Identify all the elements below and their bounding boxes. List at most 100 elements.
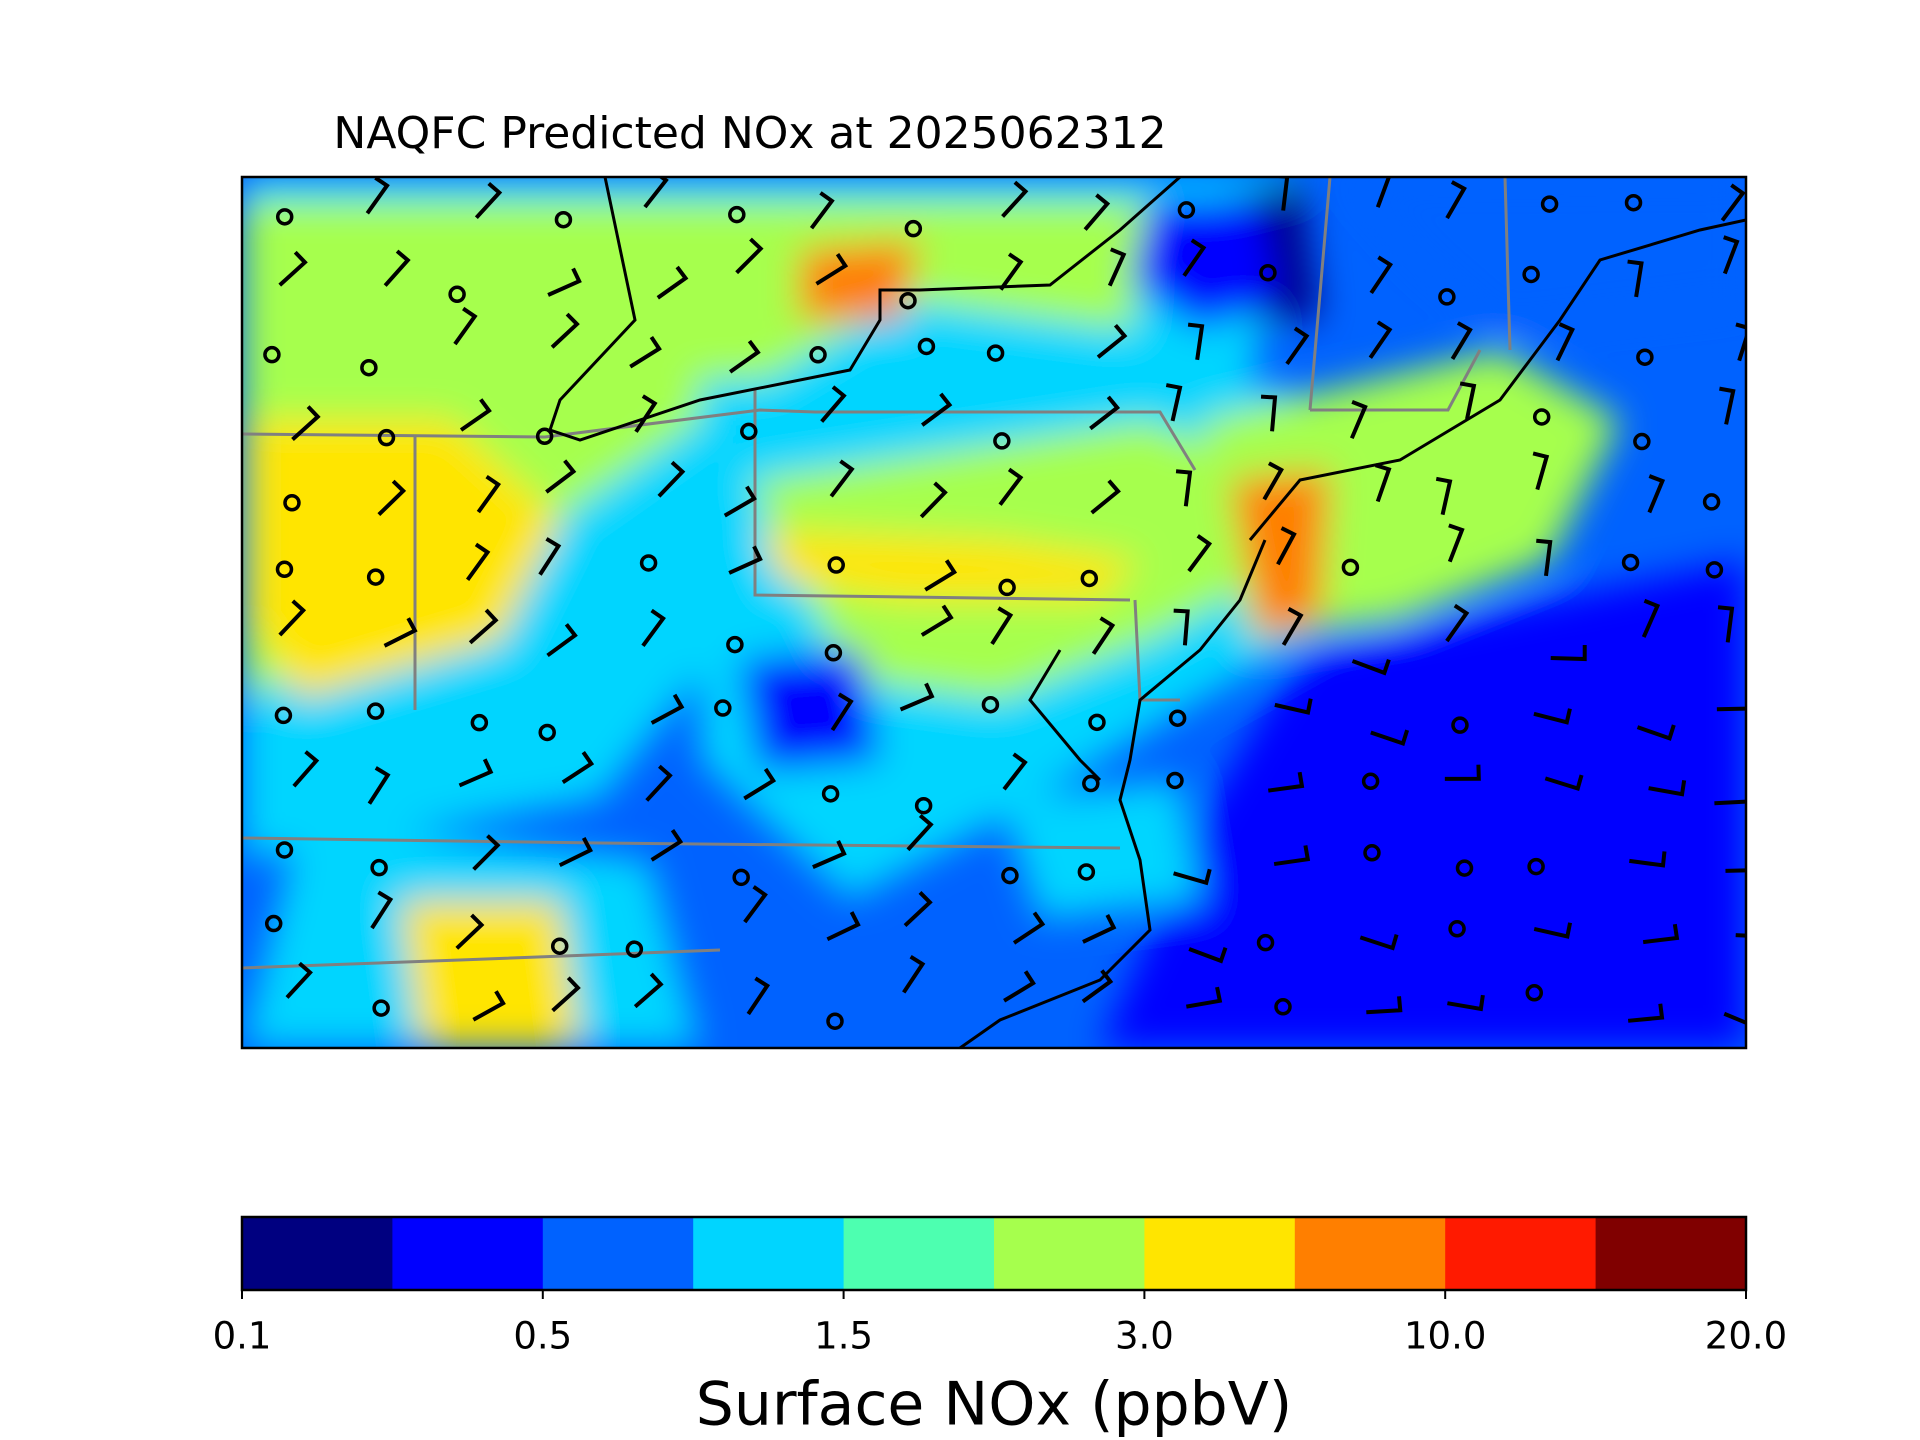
wind-barb bbox=[1359, 934, 1399, 951]
station bbox=[740, 422, 758, 441]
wind-barb bbox=[1090, 479, 1121, 515]
wind-barb bbox=[550, 312, 580, 349]
station bbox=[264, 914, 283, 933]
wind-barb bbox=[728, 339, 761, 374]
wind-barb bbox=[476, 474, 502, 514]
station bbox=[998, 578, 1016, 597]
station bbox=[1527, 857, 1545, 876]
colorbar-tick-label: 20.0 bbox=[1705, 1315, 1787, 1358]
wind-barb bbox=[998, 467, 1024, 506]
wind-barb bbox=[383, 249, 411, 287]
wind-barb bbox=[1647, 474, 1666, 514]
wind-barb bbox=[1003, 970, 1036, 1003]
wind-barb bbox=[1273, 845, 1311, 867]
wind-barb bbox=[919, 481, 948, 519]
wind-barb bbox=[474, 181, 503, 220]
station bbox=[809, 346, 827, 364]
station bbox=[981, 695, 1000, 714]
wind-barb bbox=[1533, 708, 1572, 725]
wind-barb bbox=[657, 460, 686, 498]
station bbox=[283, 494, 301, 512]
colorbar-bin bbox=[242, 1217, 393, 1290]
station bbox=[1168, 709, 1187, 727]
colorbar-tick-label: 0.5 bbox=[513, 1315, 572, 1358]
colorbar-bin bbox=[994, 1217, 1145, 1290]
station bbox=[550, 937, 569, 955]
wind-barb bbox=[633, 972, 664, 1009]
station bbox=[1525, 984, 1544, 1002]
wind-barb bbox=[278, 599, 307, 637]
wind-barb bbox=[1351, 659, 1391, 676]
station bbox=[1705, 561, 1724, 579]
wind-barb bbox=[999, 252, 1024, 291]
wind-barb bbox=[1267, 771, 1305, 793]
station bbox=[1522, 265, 1540, 284]
station bbox=[728, 205, 746, 224]
wind-barb bbox=[1536, 538, 1553, 577]
wind-barb bbox=[1187, 534, 1213, 573]
wind-barb bbox=[990, 606, 1014, 646]
wind-barb bbox=[920, 604, 954, 637]
colorbar-bin bbox=[843, 1217, 995, 1290]
wind-barb bbox=[1173, 608, 1190, 646]
wind-barb bbox=[1185, 986, 1223, 1009]
wind-barb bbox=[365, 177, 390, 215]
station bbox=[1088, 713, 1106, 732]
station bbox=[993, 432, 1011, 450]
station bbox=[917, 337, 936, 356]
wind-barb bbox=[1447, 994, 1485, 1012]
station bbox=[377, 428, 396, 447]
wind-barb bbox=[1627, 259, 1644, 298]
colorbar-frame bbox=[240, 1215, 1748, 1292]
wind-barb bbox=[634, 394, 658, 433]
station bbox=[1455, 859, 1474, 877]
wind-barb bbox=[1187, 322, 1205, 361]
wind-barb bbox=[1717, 605, 1735, 643]
wind-barb bbox=[1096, 323, 1128, 359]
wind-barb bbox=[1550, 645, 1587, 662]
colorbar-tick-label: 10.0 bbox=[1404, 1315, 1486, 1358]
wind-barb bbox=[829, 459, 855, 498]
wind-barb bbox=[830, 692, 854, 732]
colorbar-bin bbox=[392, 1217, 544, 1290]
wind-barb bbox=[1173, 868, 1212, 886]
wind-barb bbox=[906, 813, 934, 852]
wind-barb bbox=[1435, 476, 1453, 516]
wind-barb bbox=[561, 751, 595, 784]
station bbox=[1259, 263, 1277, 282]
wind-barb bbox=[472, 990, 506, 1022]
wind-barb bbox=[921, 392, 953, 427]
station bbox=[1341, 558, 1360, 577]
wind-barb bbox=[1450, 321, 1473, 360]
station bbox=[1451, 716, 1469, 734]
wind-barb bbox=[278, 250, 308, 287]
station bbox=[1256, 933, 1275, 952]
colorbar-tick-label: 3.0 bbox=[1115, 1315, 1174, 1358]
station bbox=[1001, 866, 1019, 885]
station bbox=[263, 345, 281, 364]
station bbox=[1082, 774, 1100, 793]
wind-barb bbox=[1641, 598, 1661, 638]
wind-barb bbox=[1716, 706, 1746, 712]
wind-barb bbox=[1081, 969, 1114, 1004]
wind-barb bbox=[1188, 947, 1228, 964]
wind-barb bbox=[1714, 787, 1746, 806]
station-markers bbox=[263, 193, 1724, 1030]
colorbar-tick-label: 0.1 bbox=[213, 1315, 272, 1358]
wind-barb bbox=[820, 385, 847, 423]
wind-barb bbox=[1648, 780, 1687, 797]
station bbox=[360, 358, 378, 377]
wind-barb bbox=[1627, 1003, 1665, 1023]
wind-barb bbox=[285, 961, 313, 999]
wind-barb bbox=[1082, 914, 1117, 944]
wind-barb bbox=[902, 955, 926, 994]
station bbox=[275, 560, 294, 579]
wind-barb bbox=[370, 890, 394, 930]
wind-barb bbox=[1532, 451, 1550, 491]
wind-barb bbox=[1725, 868, 1746, 873]
wind-barb bbox=[1445, 603, 1470, 643]
wind-barb bbox=[899, 682, 935, 712]
map-frame bbox=[240, 175, 1748, 1050]
wind-barb bbox=[815, 253, 849, 286]
wind-barb bbox=[1370, 729, 1410, 747]
